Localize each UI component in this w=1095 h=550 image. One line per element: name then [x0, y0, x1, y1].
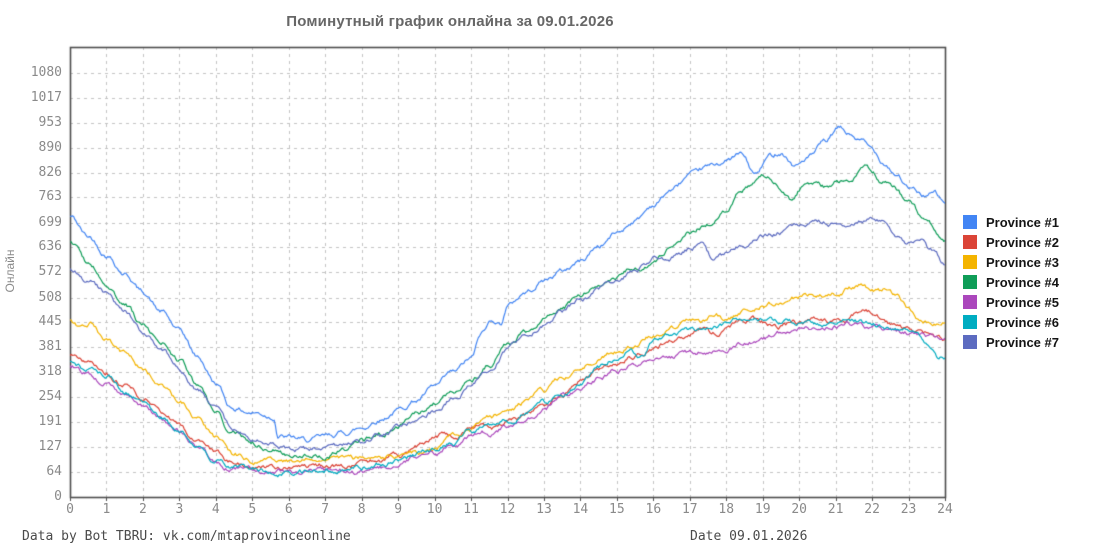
x-axis-tick-label: 23 [900, 502, 917, 517]
y-axis-tick-label: 1017 [30, 89, 62, 105]
x-axis-tick-label: 17 [681, 502, 698, 517]
x-axis-tick-label: 3 [175, 502, 184, 517]
x-axis-tick-label: 2 [138, 502, 147, 517]
x-axis-tick-label: 0 [66, 502, 74, 517]
x-axis-tick-label: 20 [791, 502, 807, 517]
x-axis-tick-label: 1 [102, 502, 111, 517]
y-axis-tick-label: 953 [38, 114, 62, 130]
legend-item: Province #2 [963, 232, 1059, 252]
legend: Province #1 Province #2 Province #3 Provinc… [963, 212, 1059, 352]
legend-item: Province #4 [963, 272, 1059, 292]
y-axis-tick-label: 381 [38, 339, 62, 355]
legend-swatch [963, 295, 977, 309]
x-axis-tick-label: 16 [645, 502, 662, 517]
x-axis-tick-label: 15 [609, 502, 625, 517]
y-axis-tick-label: 1080 [30, 64, 62, 80]
y-axis-tick-label: 890 [38, 139, 62, 155]
x-axis-tick-label: 6 [284, 502, 293, 517]
legend-swatch [963, 275, 977, 289]
y-axis-tick-label: 636 [38, 239, 62, 255]
legend-item: Province #7 [963, 332, 1059, 352]
y-axis-tick-label: 508 [38, 289, 62, 305]
y-axis-tick-label: 826 [38, 164, 62, 180]
y-axis-tick-label: 763 [38, 189, 62, 205]
y-axis-tick-label: 318 [38, 364, 62, 380]
legend-label: Province #2 [986, 234, 1059, 250]
x-axis-tick-label: 14 [572, 502, 589, 517]
legend-item: Province #5 [963, 292, 1059, 312]
y-axis-tick-label: 127 [38, 439, 62, 455]
x-axis-tick-label: 4 [211, 502, 220, 517]
legend-label: Province #7 [986, 334, 1059, 350]
x-axis-tick-label: 19 [754, 502, 771, 517]
y-axis-tick-label: 191 [38, 414, 62, 429]
x-axis-tick-label: 5 [248, 502, 257, 517]
x-axis-tick-label: 22 [864, 502, 880, 517]
legend-item: Province #6 [963, 312, 1059, 332]
y-axis-tick-label: 64 [46, 463, 62, 479]
legend-label: Province #4 [986, 274, 1059, 290]
y-axis-tick-label: 0 [54, 489, 62, 504]
x-axis-tick-label: 18 [718, 502, 735, 517]
x-axis-tick-label: 7 [321, 502, 330, 517]
footer-date: Date 09.01.2026 [690, 529, 808, 544]
legend-swatch [963, 255, 977, 269]
x-axis-tick-label: 24 [937, 502, 953, 517]
x-axis-tick-label: 8 [357, 502, 366, 517]
legend-swatch [963, 315, 977, 329]
legend-swatch [963, 215, 977, 229]
legend-label: Province #3 [986, 254, 1059, 270]
x-axis-tick-label: 11 [463, 502, 479, 517]
x-axis-tick-label: 10 [426, 502, 443, 517]
y-axis-tick-label: 445 [38, 314, 62, 330]
x-axis-tick-label: 13 [536, 502, 552, 517]
y-axis-tick-label: 254 [38, 389, 62, 405]
legend-item: Province #3 [963, 252, 1059, 272]
footer-credit: Data by Bot TBRU: vk.com/mtaprovinceonli… [22, 529, 351, 544]
legend-swatch [963, 235, 977, 249]
y-axis-tick-label: 699 [38, 214, 62, 230]
legend-label: Province #5 [986, 294, 1059, 310]
chart-title: Поминутный график онлайна за 09.01.2026 [286, 13, 614, 30]
legend-label: Province #1 [986, 214, 1059, 230]
legend-item: Province #1 [963, 212, 1059, 232]
legend-swatch [963, 335, 977, 349]
y-axis-tick-label: 572 [38, 264, 62, 280]
x-axis-tick-label: 12 [499, 502, 516, 517]
x-axis-tick-label: 21 [827, 502, 844, 517]
legend-label: Province #6 [986, 314, 1059, 330]
x-axis-tick-label: 9 [394, 502, 403, 517]
